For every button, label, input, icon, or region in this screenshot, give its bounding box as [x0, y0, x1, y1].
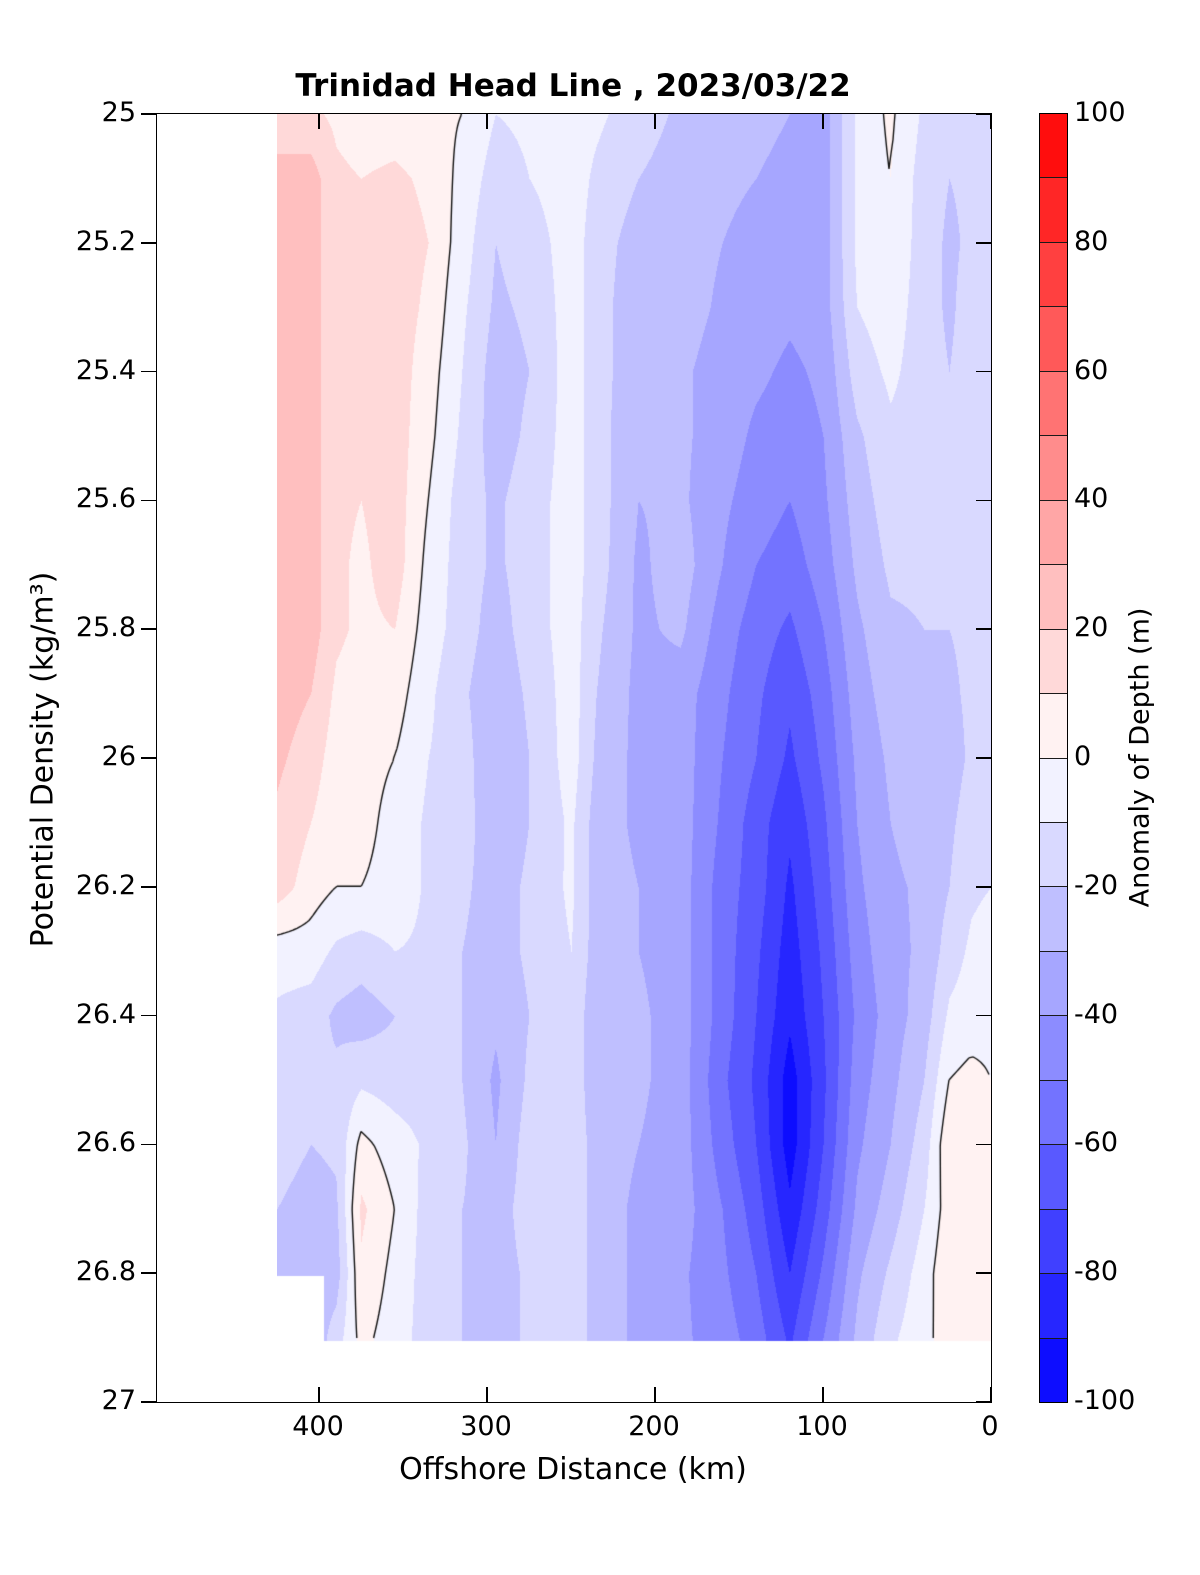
y-tick-label: 25.8 — [75, 612, 136, 644]
colorbar-segment — [1040, 178, 1067, 243]
chart-title: Trinidad Head Line , 2023/03/22 — [295, 68, 851, 104]
y-tick-label: 25.6 — [75, 483, 136, 515]
x-tick-mark — [990, 1387, 992, 1402]
y-tick-mark-right — [976, 113, 991, 115]
colorbar-segment — [1040, 500, 1067, 566]
colorbar-tick-label: -40 — [1074, 998, 1119, 1030]
x-tick-mark — [654, 1387, 656, 1402]
x-tick-mark — [318, 1387, 320, 1402]
x-tick-label: 200 — [628, 1411, 680, 1442]
y-tick-label: 25.4 — [75, 354, 136, 386]
y-tick-label: 26.8 — [75, 1256, 136, 1288]
x-tick-label: 300 — [460, 1411, 512, 1442]
y-tick-mark — [141, 370, 156, 373]
colorbar-segment — [1040, 1338, 1067, 1403]
colorbar-segment — [1040, 1016, 1067, 1081]
colorbar — [1039, 113, 1068, 1403]
colorbar-segment — [1040, 1209, 1067, 1275]
y-tick-mark — [141, 1143, 156, 1146]
colorbar-segment — [1040, 307, 1067, 372]
y-tick-mark-right — [976, 1014, 991, 1017]
x-tick-mark-top — [822, 114, 824, 129]
y-tick-mark — [141, 628, 156, 630]
colorbar-tick-label: 20 — [1074, 612, 1109, 644]
colorbar-segment — [1040, 822, 1067, 888]
y-tick-mark-right — [976, 1143, 991, 1146]
y-tick-label: 27 — [101, 1385, 136, 1416]
y-tick-mark-right — [976, 242, 991, 244]
plot-area — [141, 113, 992, 1403]
y-tick-label: 26.6 — [75, 1127, 136, 1159]
colorbar-segment — [1040, 951, 1067, 1017]
x-tick-mark — [486, 1387, 488, 1402]
y-tick-mark-right — [976, 757, 991, 759]
y-tick-mark-right — [976, 886, 991, 888]
colorbar-segment — [1040, 1274, 1067, 1339]
colorbar-tick-label: 40 — [1074, 483, 1109, 515]
y-tick-mark-right — [976, 628, 991, 630]
colorbar-segment — [1040, 629, 1067, 695]
colorbar-tick-label: 60 — [1074, 354, 1109, 386]
colorbar-segment — [1040, 758, 1067, 823]
colorbar-tick-label: -20 — [1074, 869, 1119, 901]
colorbar-tick-label: 100 — [1074, 97, 1126, 128]
colorbar-segment — [1040, 1145, 1067, 1210]
y-tick-mark-right — [976, 499, 991, 502]
contour-field-canvas — [277, 114, 991, 1402]
x-tick-label: 100 — [796, 1411, 848, 1442]
colorbar-tick-label: 0 — [1074, 741, 1092, 772]
y-tick-mark — [141, 886, 156, 888]
colorbar-tick-label: -60 — [1074, 1127, 1119, 1159]
y-tick-mark — [141, 757, 156, 759]
y-tick-mark-right — [976, 1272, 991, 1274]
y-tick-mark — [141, 242, 156, 244]
colorbar-segment — [1040, 242, 1067, 308]
y-tick-mark — [141, 499, 156, 502]
y-tick-mark — [141, 1014, 156, 1017]
y-tick-mark — [141, 1401, 156, 1403]
colorbar-segment — [1040, 436, 1067, 501]
y-tick-mark — [141, 1272, 156, 1274]
x-tick-mark-top — [318, 114, 320, 129]
x-tick-label: 0 — [981, 1411, 999, 1442]
colorbar-segment — [1040, 371, 1067, 437]
x-tick-mark — [822, 1387, 824, 1402]
y-tick-mark — [141, 113, 156, 115]
x-tick-mark-top — [990, 114, 992, 129]
y-tick-label: 26 — [101, 741, 136, 772]
x-tick-mark-top — [654, 114, 656, 129]
colorbar-tick-label: -100 — [1074, 1385, 1136, 1416]
y-tick-label: 26.2 — [75, 869, 136, 901]
colorbar-segment — [1040, 114, 1067, 179]
colorbar-segment — [1040, 565, 1067, 630]
x-tick-label: 400 — [292, 1411, 344, 1442]
colorbar-segment — [1040, 694, 1067, 759]
y-tick-mark-right — [976, 370, 991, 373]
colorbar-tick-label: 80 — [1074, 225, 1109, 257]
y-tick-mark-right — [976, 1401, 991, 1403]
x-tick-mark-top — [486, 114, 488, 129]
y-tick-label: 25 — [101, 97, 136, 128]
colorbar-tick-label: -80 — [1074, 1256, 1119, 1288]
y-tick-label: 25.2 — [75, 225, 136, 257]
colorbar-segment — [1040, 1080, 1067, 1146]
x-axis-label: Offshore Distance (km) — [399, 1452, 747, 1487]
colorbar-segment — [1040, 887, 1067, 952]
y-tick-label: 26.4 — [75, 998, 136, 1030]
